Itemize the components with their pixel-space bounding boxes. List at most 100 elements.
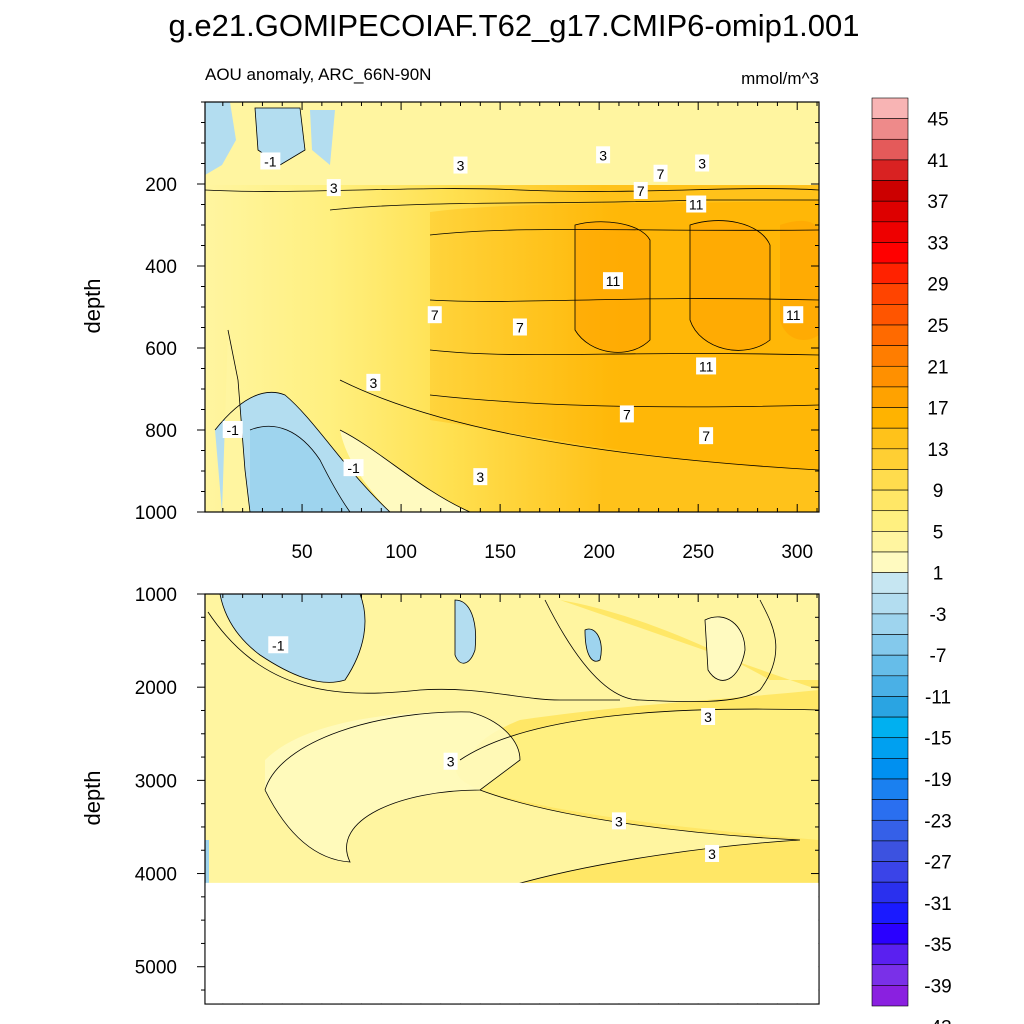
- svg-text:11: 11: [786, 307, 801, 323]
- colorbar-swatch: [871, 180, 909, 202]
- svg-text:11: 11: [606, 273, 621, 289]
- svg-text:3: 3: [708, 846, 716, 862]
- contour-label: 3: [596, 146, 611, 164]
- colorbar-swatch: [871, 799, 909, 821]
- y-tick-label: 3000: [135, 771, 177, 792]
- colorbar-tick-label: 37: [927, 192, 948, 213]
- y-tick-label: 200: [145, 175, 177, 196]
- svg-text:7: 7: [516, 320, 524, 336]
- colorbar-tick-label: -23: [924, 811, 951, 832]
- colorbar-tick-label: -31: [924, 894, 951, 915]
- no-data-region: [205, 882, 819, 1004]
- lower-panel-frame: [204, 593, 820, 1005]
- colorbar-swatch: [871, 489, 909, 512]
- contour-label: -1: [343, 459, 364, 477]
- y-tick-label: 1000: [135, 503, 177, 524]
- svg-text:3: 3: [599, 147, 607, 163]
- colorbar-swatch: [871, 634, 909, 656]
- contour-label: 3: [611, 812, 626, 830]
- colorbar-swatch: [871, 345, 909, 367]
- panel-subtitle: AOU anomaly, ARC_66N-90N: [205, 65, 431, 84]
- colorbar-swatch: [871, 737, 909, 759]
- svg-text:3: 3: [330, 180, 338, 196]
- colorbar-swatch: [871, 923, 909, 945]
- svg-text:7: 7: [623, 406, 631, 422]
- contour-label: 3: [695, 154, 710, 172]
- colorbar-swatch: [871, 510, 909, 532]
- colorbar-swatch: [871, 200, 909, 223]
- colorbar-tick-label: -7: [930, 646, 947, 667]
- colorbar-swatch: [871, 97, 909, 119]
- colorbar-swatch: [871, 613, 909, 635]
- contour-label: 3: [701, 708, 716, 725]
- colorbar-tick-label: -19: [924, 770, 951, 791]
- colorbar-swatch: [871, 551, 909, 573]
- contour-label: 7: [633, 181, 648, 199]
- contour-label: 7: [699, 427, 714, 445]
- colorbar-swatch: [871, 324, 909, 346]
- contour-label: 3: [443, 752, 458, 770]
- colorbar-swatch: [871, 262, 909, 285]
- colorbar-swatch: [871, 654, 909, 677]
- colorbar-tick-label: -15: [924, 729, 951, 750]
- y-axis-label-lower: depth: [80, 770, 105, 825]
- contour-label: -1: [268, 636, 289, 654]
- colorbar-swatch: [871, 819, 909, 842]
- contour-label: 3: [366, 373, 381, 391]
- x-tick-label: 300: [781, 542, 813, 563]
- contour-label: 7: [653, 164, 668, 182]
- colorbar-swatch: [871, 138, 909, 161]
- colorbar-swatch: [871, 716, 909, 739]
- colorbar-swatch: [871, 758, 909, 780]
- svg-text:7: 7: [702, 428, 710, 444]
- y-axis-label-upper: depth: [80, 278, 105, 333]
- svg-text:11: 11: [689, 197, 704, 213]
- colorbar-tick-label: -3: [930, 605, 947, 626]
- colorbar-swatch: [871, 675, 909, 697]
- contour-label: 3: [473, 468, 488, 486]
- contour-label: 11: [603, 272, 624, 290]
- colorbar-swatch: [871, 365, 909, 388]
- colorbar-swatch: [871, 572, 909, 594]
- contour-label: 3: [453, 156, 468, 174]
- colorbar-swatch: [871, 881, 909, 904]
- colorbar-tick-label: 13: [927, 440, 948, 461]
- contour-label: -1: [222, 421, 243, 438]
- colorbar-swatch: [871, 902, 909, 924]
- colorbar-swatch: [871, 242, 909, 264]
- colorbar-tick-label: -11: [925, 687, 951, 708]
- x-tick-label: 200: [583, 542, 615, 563]
- svg-text:-1: -1: [264, 153, 277, 169]
- svg-text:3: 3: [447, 754, 455, 770]
- colorbar-swatch: [871, 304, 909, 326]
- colorbar-swatch: [871, 221, 909, 243]
- lower-panel-field: [205, 594, 819, 886]
- colorbar-swatch: [871, 386, 909, 408]
- contour-label: 7: [619, 405, 634, 423]
- colorbar-swatch: [871, 964, 909, 986]
- units-label: mmol/m^3: [741, 69, 819, 88]
- upper-panel-field: [205, 102, 819, 512]
- colorbar-swatch: [871, 778, 909, 800]
- colorbar-tick-label: 45: [927, 110, 948, 131]
- svg-text:3: 3: [476, 469, 484, 485]
- colorbar-tick-label: 5: [933, 522, 944, 543]
- colorbar-tick-label: -35: [924, 935, 951, 956]
- page-title: g.e21.GOMIPECOIAF.T62_g17.CMIP6-omip1.00…: [169, 8, 860, 43]
- y-tick-label: 2000: [135, 678, 177, 699]
- colorbar-tick-label: -43: [924, 1018, 951, 1024]
- svg-text:3: 3: [615, 813, 623, 829]
- colorbar-swatch: [871, 448, 909, 470]
- colorbar-swatch: [871, 840, 909, 862]
- y-tick-label: 600: [145, 339, 177, 360]
- svg-text:7: 7: [657, 166, 665, 182]
- colorbar-tick-label: 33: [927, 233, 948, 254]
- colorbar-swatch: [871, 283, 909, 305]
- contour-label: 11: [696, 357, 717, 375]
- colorbar-tick-label: 1: [933, 564, 944, 585]
- contour-label: 11: [686, 195, 707, 213]
- colorbar-tick-label: 41: [927, 151, 948, 172]
- svg-text:3: 3: [457, 158, 465, 174]
- contour-label: 7: [427, 306, 442, 324]
